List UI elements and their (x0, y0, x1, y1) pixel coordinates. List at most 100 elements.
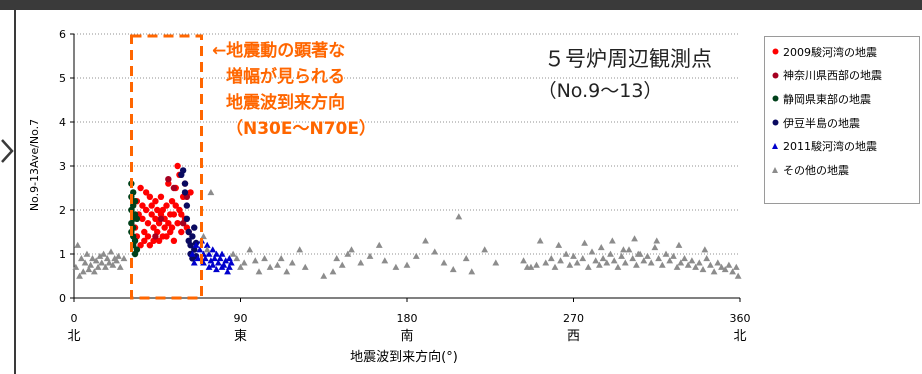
point-series-5 (588, 248, 596, 255)
point-series-3 (183, 215, 191, 222)
point-series-5 (344, 250, 352, 257)
point-series-5 (620, 246, 627, 253)
point-series-5 (107, 248, 115, 255)
annotation-line: ←地震動の顕著な (212, 40, 345, 61)
point-series-5 (96, 252, 104, 259)
point-series-5 (105, 259, 113, 266)
point-series-5 (523, 263, 531, 270)
point-series-0 (144, 233, 152, 240)
point-series-2 (133, 215, 141, 222)
chart-title: ５号炉周辺観測点 (544, 47, 712, 71)
point-series-5 (721, 266, 729, 273)
side-arrow-icon (1, 139, 14, 163)
point-series-5 (412, 252, 420, 259)
point-series-4 (207, 257, 215, 264)
point-series-0 (170, 237, 178, 244)
point-series-5 (633, 261, 640, 268)
point-series-5 (366, 252, 374, 259)
point-series-5 (81, 259, 89, 266)
point-series-5 (732, 263, 740, 270)
point-series-5 (449, 266, 457, 273)
point-series-0 (146, 193, 154, 200)
point-series-5 (98, 259, 106, 266)
point-series-5 (684, 261, 692, 268)
point-series-5 (83, 250, 91, 257)
point-series-5 (581, 239, 588, 246)
point-series-5 (610, 257, 618, 264)
point-series-5 (481, 246, 489, 253)
legend-item-2: 静岡県東部の地震 (770, 87, 919, 111)
point-series-3 (187, 242, 194, 249)
point-series-0 (152, 215, 159, 222)
point-series-5 (681, 255, 688, 262)
point-series-4 (190, 259, 198, 266)
point-series-0 (178, 228, 185, 236)
point-series-3 (185, 228, 192, 236)
point-series-5 (103, 255, 111, 262)
point-series-4 (216, 255, 224, 262)
chart-subtitle: （No.9～13） (538, 80, 663, 102)
point-series-5 (662, 250, 670, 257)
point-series-5 (596, 261, 603, 268)
point-series-5 (536, 237, 544, 244)
point-series-1 (179, 220, 187, 227)
point-series-5 (570, 252, 577, 259)
x-axis-label: 地震波到来方向(°) (350, 349, 458, 365)
point-series-0 (168, 224, 176, 231)
point-series-5 (492, 259, 500, 266)
legend-item-0: 2009駿河湾の地震 (770, 40, 919, 64)
point-series-5 (673, 263, 681, 270)
point-series-0 (142, 189, 150, 196)
point-series-5 (89, 255, 96, 262)
legend-marker-1 (770, 70, 780, 80)
point-series-2 (133, 246, 141, 253)
point-series-4 (222, 257, 230, 264)
legend-item-1: 神奈川県西部の地震 (770, 64, 919, 88)
y-tick-label-5: 5 (59, 72, 66, 85)
point-series-5 (283, 268, 291, 275)
point-series-5 (592, 257, 600, 264)
annotation-line: 増幅が見られる (226, 66, 345, 87)
y-tick-label-3: 3 (59, 160, 66, 173)
point-series-5 (625, 246, 633, 253)
top-border (0, 0, 922, 10)
point-series-5 (320, 272, 328, 279)
point-series-0 (142, 206, 150, 214)
point-series-5 (533, 261, 540, 268)
point-series-0 (157, 193, 165, 200)
point-series-5 (288, 259, 296, 266)
annotation-line: 地震波到来方向 (226, 92, 345, 113)
y-tick-label-0: 0 (59, 292, 66, 305)
point-series-5 (573, 259, 581, 266)
point-series-5 (520, 257, 527, 264)
point-series-5 (455, 213, 463, 220)
point-series-0 (165, 220, 172, 227)
point-series-5 (675, 241, 683, 248)
point-series-0 (161, 224, 168, 231)
point-series-5 (422, 237, 429, 244)
legend-item-3: 伊豆半島の地震 (770, 111, 919, 135)
point-series-1 (152, 233, 159, 240)
point-series-5 (692, 263, 699, 270)
point-series-5 (699, 266, 707, 273)
slide-frame (14, 10, 922, 374)
point-series-4 (205, 263, 213, 270)
point-series-5 (115, 252, 122, 259)
point-series-5 (92, 257, 100, 264)
point-series-5 (102, 263, 109, 270)
point-series-5 (296, 246, 304, 253)
y-tick-label-4: 4 (59, 116, 66, 129)
point-series-5 (357, 259, 365, 266)
point-series-5 (655, 255, 662, 262)
point-series-5 (695, 259, 703, 266)
y-tick-label-1: 1 (59, 248, 66, 261)
point-series-5 (240, 259, 248, 266)
point-series-5 (338, 261, 346, 268)
point-series-0 (172, 202, 179, 209)
point-series-5 (651, 244, 659, 251)
point-series-0 (187, 189, 194, 196)
point-series-3 (181, 189, 189, 196)
point-series-5 (251, 257, 259, 264)
point-series-5 (440, 259, 448, 266)
point-series-4 (226, 255, 233, 262)
